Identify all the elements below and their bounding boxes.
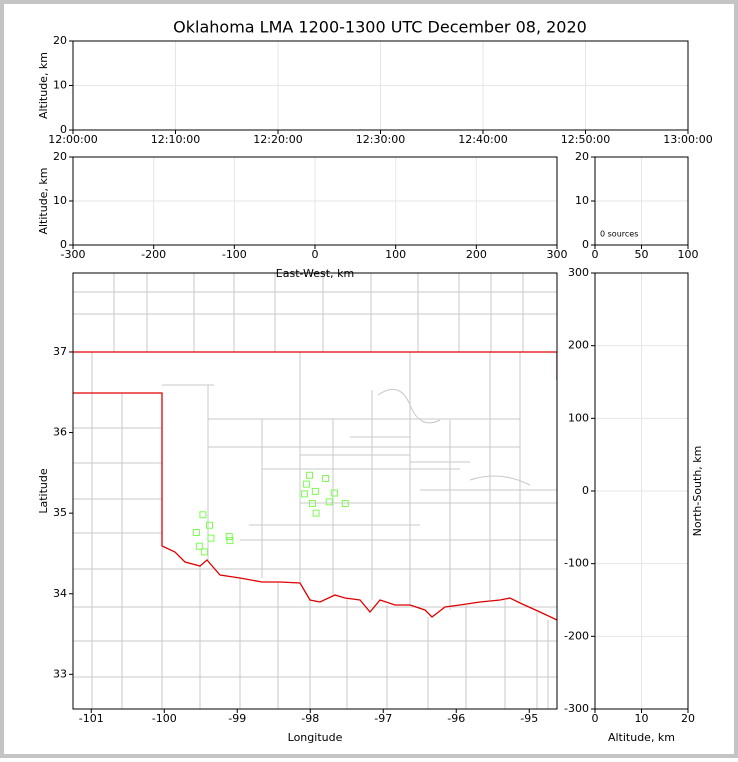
point xyxy=(200,548,208,556)
x-tick-label: -99 xyxy=(228,712,246,725)
y-tick-label: -100 xyxy=(564,557,589,570)
y-tick-label: 20 xyxy=(53,34,67,47)
y-tick-label: 36 xyxy=(53,426,67,439)
point xyxy=(300,490,308,498)
x-tick-label: 200 xyxy=(466,248,487,261)
x-tick-label: 12:30:00 xyxy=(356,133,405,146)
y-tick-label: 10 xyxy=(53,194,67,207)
x-tick-label: 50 xyxy=(635,248,649,261)
y-axis-label: Altitude, km xyxy=(37,52,50,119)
state-border xyxy=(73,351,557,621)
x-tick-label: 20 xyxy=(681,712,695,725)
x-tick-label: 12:10:00 xyxy=(151,133,200,146)
x-tick-label: 0 xyxy=(312,248,319,261)
x-tick-label: 13:00:00 xyxy=(663,133,712,146)
x-tick-label: -101 xyxy=(79,712,104,725)
x-tick-label: -100 xyxy=(152,712,177,725)
plot-frame xyxy=(72,272,558,710)
y-tick-label: 10 xyxy=(53,79,67,92)
x-tick-label: 300 xyxy=(547,248,568,261)
y-axis-label: Altitude, km xyxy=(37,167,50,234)
point xyxy=(341,499,349,507)
y-tick-label: 33 xyxy=(53,667,67,680)
point xyxy=(306,471,314,479)
x-tick-label: 12:00:00 xyxy=(48,133,97,146)
point xyxy=(312,509,320,517)
x-tick-label: -96 xyxy=(447,712,465,725)
x-tick-label: -95 xyxy=(520,712,538,725)
point xyxy=(303,480,311,488)
y-tick-label: 10 xyxy=(575,194,589,207)
map-outlines xyxy=(73,273,557,709)
x-tick-label: -200 xyxy=(141,248,166,261)
x-tick-label: 0 xyxy=(592,712,599,725)
y-tick-label: -300 xyxy=(564,702,589,715)
plot-frame xyxy=(72,156,558,246)
y-tick-label: 20 xyxy=(575,150,589,163)
y-tick-label: 0 xyxy=(60,238,67,251)
point xyxy=(206,521,214,529)
point xyxy=(192,529,200,537)
y-tick-label: 37 xyxy=(53,345,67,358)
y-tick-label: 300 xyxy=(568,266,589,279)
point xyxy=(199,511,207,519)
y-tick-label: 0 xyxy=(582,238,589,251)
x-tick-label: 100 xyxy=(678,248,699,261)
plot-frame xyxy=(594,156,689,246)
y-tick-label: -200 xyxy=(564,629,589,642)
y-axis-label: Latitude xyxy=(37,468,50,514)
y-tick-label: 0 xyxy=(60,123,67,136)
y-axis-label: North-South, km xyxy=(691,446,704,537)
point xyxy=(226,537,234,545)
plot-frame xyxy=(72,40,689,131)
y-tick-label: 35 xyxy=(53,506,67,519)
x-tick-label: -300 xyxy=(61,248,86,261)
x-tick-label: 12:50:00 xyxy=(561,133,610,146)
x-tick-label: 0 xyxy=(592,248,599,261)
point xyxy=(322,475,330,483)
x-axis-label: Altitude, km xyxy=(608,731,675,744)
y-tick-label: 34 xyxy=(53,587,67,600)
point xyxy=(225,533,233,541)
point xyxy=(308,499,316,507)
x-tick-label: -98 xyxy=(301,712,319,725)
x-tick-label: 100 xyxy=(385,248,406,261)
point xyxy=(330,489,338,497)
annotation: 0 sources xyxy=(600,230,638,239)
x-tick-label: 10 xyxy=(635,712,649,725)
county-lines xyxy=(73,273,557,709)
point xyxy=(325,498,333,506)
plot-frame xyxy=(594,272,689,710)
point xyxy=(195,542,203,550)
x-tick-label: 12:40:00 xyxy=(458,133,507,146)
point xyxy=(207,534,215,542)
y-tick-label: 100 xyxy=(568,411,589,424)
y-tick-label: 20 xyxy=(53,150,67,163)
x-tick-label: 12:20:00 xyxy=(253,133,302,146)
chart-title: Oklahoma LMA 1200-1300 UTC December 08, … xyxy=(173,18,587,37)
x-tick-label: -97 xyxy=(374,712,392,725)
point xyxy=(311,487,319,495)
y-tick-label: 200 xyxy=(568,339,589,352)
x-tick-label: -100 xyxy=(222,248,247,261)
y-tick-label: 0 xyxy=(582,484,589,497)
x-axis-label: Longitude xyxy=(288,731,343,744)
